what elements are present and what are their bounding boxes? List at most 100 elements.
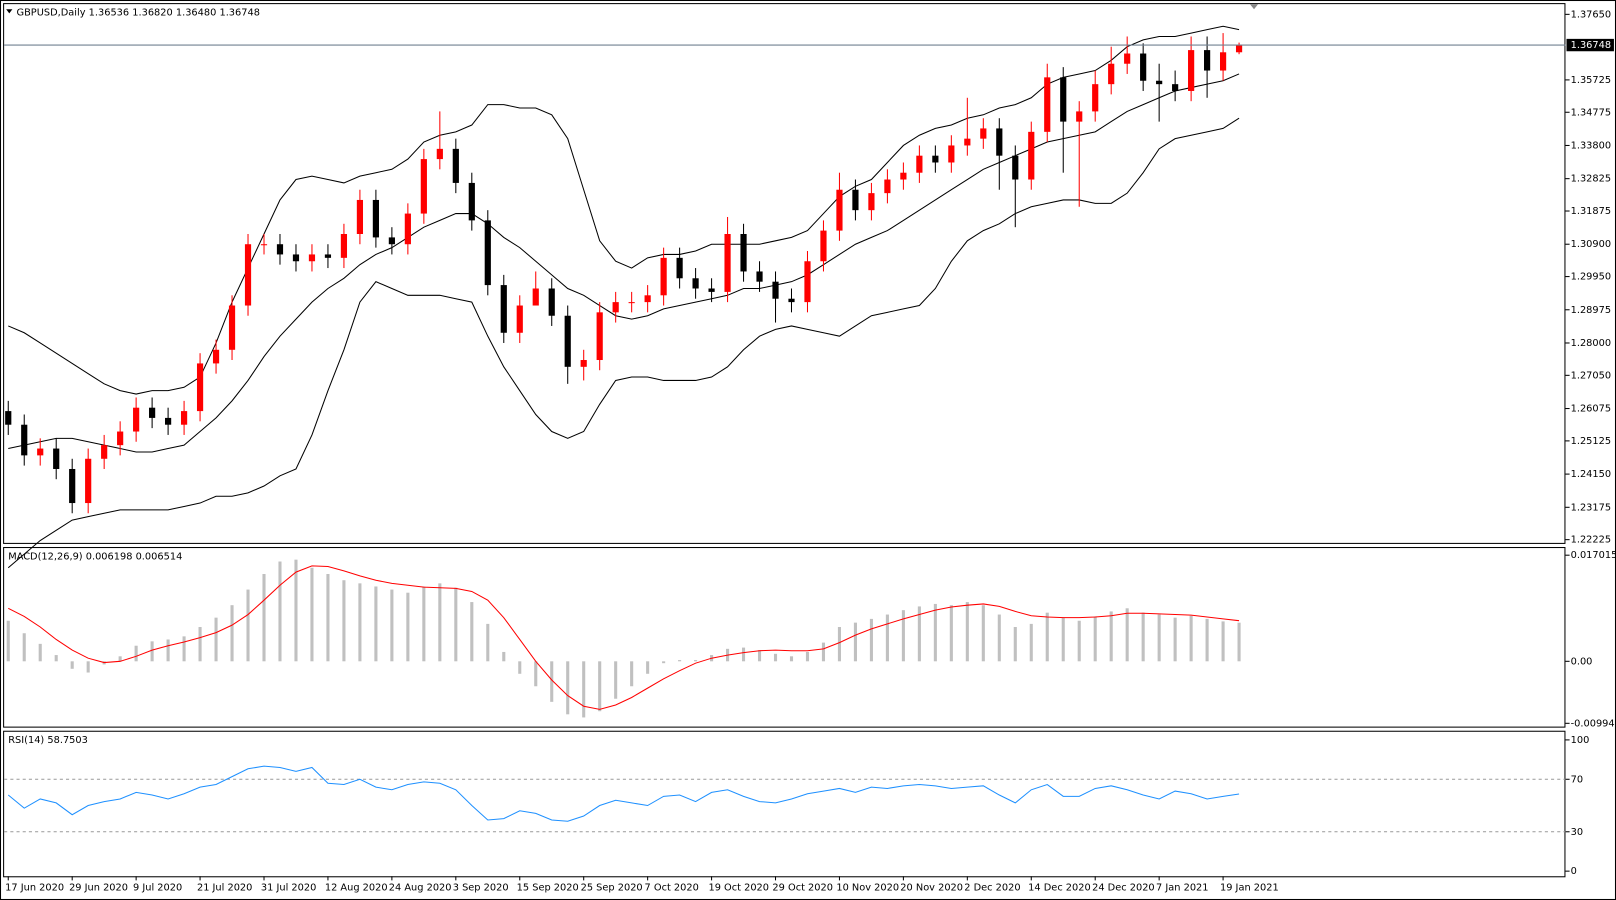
candle-body — [324, 254, 332, 258]
macd-bar — [54, 655, 58, 662]
macd-bar — [646, 661, 650, 674]
macd-bar — [342, 580, 346, 662]
candle-body — [1140, 53, 1147, 81]
macd-bar — [741, 647, 746, 662]
candle-body — [452, 148, 459, 183]
candle-body — [1172, 84, 1179, 91]
candle-body — [37, 448, 44, 456]
macd-bar — [901, 610, 905, 662]
candle-body — [308, 254, 316, 262]
macd-bar — [1189, 615, 1193, 662]
y-tick-label: 1.26075 — [1571, 404, 1611, 415]
candle-body — [149, 407, 156, 418]
macd-bar — [422, 586, 426, 662]
candle-body — [532, 288, 539, 306]
candle-body — [1076, 111, 1083, 122]
y-tick-label: 1.23175 — [1571, 502, 1611, 513]
macd-bar — [821, 642, 826, 662]
candle-body — [900, 172, 907, 180]
candle-body — [1204, 50, 1211, 71]
candle-body — [21, 424, 28, 456]
candle-body — [165, 417, 172, 425]
x-tick-label: 10 Nov 2020 — [836, 883, 899, 894]
macd-bar — [502, 651, 506, 662]
x-tick-label: 12 Aug 2020 — [325, 883, 388, 894]
candle-body — [212, 349, 220, 364]
candle-body — [388, 237, 395, 245]
x-tick-label: 7 Jan 2021 — [1156, 883, 1208, 894]
macd-bar — [1045, 612, 1049, 662]
candle-body — [1188, 50, 1195, 91]
shift-marker[interactable] — [1249, 4, 1259, 10]
macd-bar — [885, 614, 889, 662]
macd-bar — [997, 614, 1001, 662]
x-tick-label: 19 Jan 2021 — [1220, 883, 1279, 894]
price-panel — [3, 3, 1566, 544]
y-tick-label: 1.32825 — [1571, 174, 1611, 185]
macd-bar — [1205, 618, 1209, 662]
candle-body — [628, 302, 635, 304]
candle-body — [436, 148, 443, 160]
panel-title: GBPUSD,Daily 1.36536 1.36820 1.36480 1.3… — [17, 7, 260, 18]
macd-bar — [965, 602, 969, 662]
candle-body — [484, 220, 491, 286]
macd-bar — [22, 633, 26, 662]
candle-body — [868, 193, 875, 211]
y-tick-label: 1.29950 — [1571, 272, 1611, 283]
macd-bar — [326, 573, 330, 662]
y-tick-label: 1.37650 — [1571, 9, 1611, 20]
macd-bar — [230, 605, 234, 662]
x-tick-label: 17 Jun 2020 — [5, 883, 64, 894]
macd-bar — [470, 602, 474, 662]
macd-bar — [1125, 608, 1129, 662]
x-tick-label: 3 Sep 2020 — [453, 883, 509, 894]
candle-body — [516, 305, 523, 333]
x-tick-label: 14 Dec 2020 — [1028, 883, 1091, 894]
candle-body — [1060, 77, 1067, 122]
x-tick-label: 24 Dec 2020 — [1092, 883, 1155, 894]
candle-body — [420, 159, 427, 214]
macd-bar — [150, 641, 154, 662]
macd-bar — [853, 622, 857, 662]
last-price-label: 1.36748 — [1571, 40, 1611, 51]
candle-body — [740, 234, 747, 272]
menu-arrow[interactable] — [6, 9, 13, 14]
macd-bar — [598, 661, 602, 712]
y-tick-label: 1.25125 — [1571, 436, 1611, 447]
candle-body — [612, 302, 619, 313]
rsi-line — [7, 765, 1240, 822]
candle-body — [228, 305, 236, 350]
macd-bar — [1141, 612, 1145, 662]
candle-body — [676, 257, 683, 279]
x-tick-label: 9 Jul 2020 — [133, 883, 182, 894]
macd-bar — [757, 650, 762, 662]
macd-bar — [310, 567, 314, 662]
candle-body — [580, 360, 587, 367]
y-tick-label: 1.27050 — [1571, 370, 1611, 381]
y-tick-label: 100 — [1571, 735, 1590, 746]
macd-bar — [278, 561, 282, 662]
macd-bar — [1061, 617, 1065, 662]
macd-bar — [614, 661, 618, 699]
y-tick-label: -0.009942 — [1571, 718, 1616, 729]
macd-bar — [486, 623, 490, 662]
candle-body — [5, 411, 12, 425]
macd-panel — [3, 547, 1566, 728]
macd-bar — [773, 653, 778, 662]
candle-body — [932, 155, 939, 163]
candle-body — [1044, 77, 1051, 132]
y-tick-label: 1.28000 — [1571, 338, 1611, 349]
macd-bar — [38, 643, 42, 662]
macd-bar — [246, 589, 250, 662]
candle-body — [708, 288, 715, 292]
y-tick-label: 30 — [1571, 827, 1583, 838]
candle-body — [292, 254, 300, 262]
macd-bar — [70, 661, 74, 669]
candle-body — [1012, 155, 1019, 180]
x-tick-label: 19 Oct 2020 — [708, 883, 769, 894]
y-tick-label: 70 — [1571, 774, 1583, 785]
candle-body — [180, 411, 188, 425]
candle-body — [804, 261, 811, 303]
